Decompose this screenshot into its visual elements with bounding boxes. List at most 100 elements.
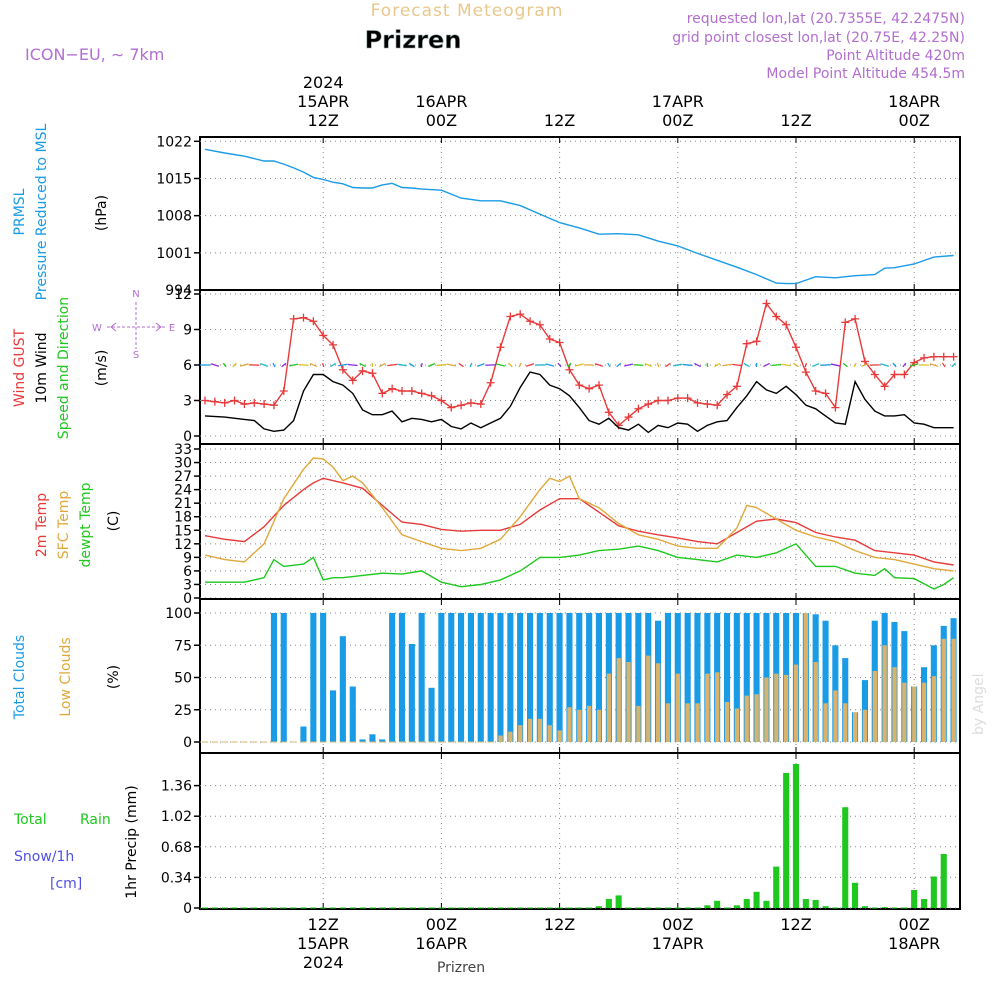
model-label: ICON−EU, ∼ 7km <box>25 45 164 64</box>
wind-direction-arrow <box>281 362 287 368</box>
wind-direction-arrow <box>820 364 831 366</box>
bar-total-clouds <box>359 739 366 742</box>
bar-low-clouds <box>685 703 690 742</box>
bar-total-clouds <box>339 636 346 742</box>
bar-low-clouds <box>705 673 710 742</box>
wind-direction-arrow <box>518 362 522 368</box>
bar-total-clouds <box>270 613 277 742</box>
wind-direction-arrow <box>210 363 220 367</box>
gust-point <box>880 382 889 391</box>
wind-direction-arrow <box>322 362 325 368</box>
gust-point <box>693 398 702 407</box>
wind-direction-arrow <box>644 362 653 368</box>
gust-point <box>555 338 564 347</box>
gust-point <box>447 403 456 412</box>
wind-direction-arrow <box>771 363 782 367</box>
bar-total-clouds <box>458 613 465 742</box>
compass-n: N <box>132 289 139 300</box>
bar-total-clouds <box>586 613 593 742</box>
wind-direction-arrow <box>902 362 907 368</box>
bar-total-clouds <box>448 613 455 742</box>
wind-direction-arrow <box>804 362 808 368</box>
bar-low-clouds <box>675 673 680 742</box>
bar-total-clouds <box>507 613 514 742</box>
bottom-time-label: 12Z <box>308 915 339 934</box>
bar-low-clouds <box>577 709 582 743</box>
wind-direction-arrow <box>545 363 555 367</box>
gust-point <box>821 389 830 398</box>
bar-total-clouds <box>389 613 396 742</box>
y-tick-label: 1008 <box>156 209 192 225</box>
y-tick-label: 33 <box>174 442 192 458</box>
top-time-label: 12Z <box>780 111 811 130</box>
wind-direction-arrow <box>830 363 840 367</box>
y-tick-label: 1.02 <box>161 809 192 825</box>
y-tick-label: 21 <box>174 496 192 512</box>
bar-total-clouds <box>536 613 543 742</box>
gust-point <box>920 353 929 362</box>
bar-low-clouds <box>754 694 759 742</box>
wind-direction-arrow <box>624 363 634 367</box>
bar-low-clouds <box>862 709 868 743</box>
bottom-time-label: 18APR <box>888 934 940 953</box>
location-title: Prizren <box>365 26 462 54</box>
bar-rain <box>773 866 780 908</box>
bar-total-clouds <box>664 613 671 742</box>
wind-direction-arrow <box>763 362 770 368</box>
compass-s: S <box>133 350 139 361</box>
gust-point <box>269 401 278 410</box>
gust-point <box>368 369 377 378</box>
top-time-label: 12Z <box>544 111 575 130</box>
bar-low-clouds <box>537 718 543 742</box>
label-hpa: (hPa) <box>94 195 110 231</box>
gust-point <box>870 370 879 379</box>
watermark: by Angel <box>971 674 987 735</box>
bar-low-clouds <box>547 725 552 742</box>
y-tick-label: 3 <box>183 394 192 410</box>
gust-point <box>220 398 229 407</box>
panel-frame <box>199 752 961 910</box>
bar-low-clouds <box>596 709 602 743</box>
wind-direction-arrow <box>408 362 415 368</box>
wind-direction-arrow <box>682 363 693 367</box>
gust-point <box>811 387 820 396</box>
y-tick-label: 50 <box>174 671 192 687</box>
bar-low-clouds <box>803 613 808 742</box>
bar-total-clouds <box>428 687 435 742</box>
wind-direction-arrow <box>880 363 890 367</box>
gust-point <box>841 318 850 327</box>
wind-direction-arrow <box>347 363 358 367</box>
gust-point <box>427 391 436 400</box>
bar-low-clouds <box>892 667 897 742</box>
bar-total-clouds <box>566 613 573 742</box>
top-time-label: 15APR <box>297 92 349 111</box>
bar-rain <box>802 899 809 908</box>
gust-point <box>663 396 672 405</box>
wind-direction-arrow <box>706 362 709 368</box>
gust-point <box>713 401 722 410</box>
bar-rain <box>605 899 612 908</box>
bar-low-clouds <box>931 676 937 742</box>
y-tick-label: 15 <box>174 523 192 539</box>
gust-point <box>949 352 958 361</box>
y-tick-label: 12 <box>174 537 192 553</box>
y-tick-label: 0.68 <box>161 840 192 856</box>
gust-point <box>939 352 948 361</box>
bar-total-clouds <box>822 620 829 742</box>
bar-rain <box>743 899 750 908</box>
gust-point <box>801 368 810 377</box>
bar-total-clouds <box>546 613 553 742</box>
bar-rain <box>940 854 947 908</box>
bar-low-clouds <box>833 690 838 742</box>
bar-rain <box>842 807 849 908</box>
wind-direction-arrow <box>309 362 318 368</box>
gust-point <box>299 313 308 322</box>
label-ms: (m/s) <box>94 350 110 387</box>
wind-direction-arrow <box>811 362 820 368</box>
bar-low-clouds <box>793 664 799 742</box>
panel-frame <box>199 136 961 291</box>
wind-direction-arrow <box>909 363 919 367</box>
y-tick-label: 1001 <box>156 246 192 262</box>
gust-point <box>279 387 288 396</box>
